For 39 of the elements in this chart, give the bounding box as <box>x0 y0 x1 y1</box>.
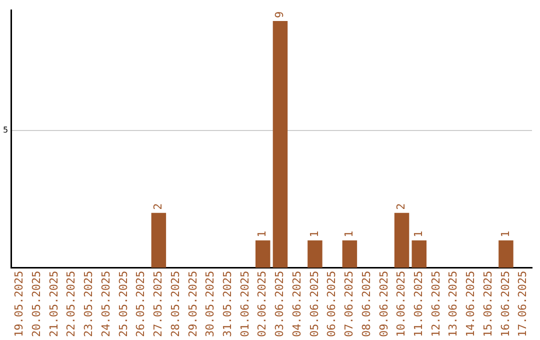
x-tick-label: 16.06.2025 <box>498 270 512 338</box>
x-tick-label: 30.05.2025 <box>204 270 217 338</box>
x-tick-label: 26.05.2025 <box>134 270 148 338</box>
x-tick-label: 14.06.2025 <box>464 270 478 338</box>
data-label: 1 <box>412 230 425 238</box>
x-tick-label: 29.05.2025 <box>186 270 200 338</box>
data-label: 1 <box>256 230 269 238</box>
data-label: 1 <box>308 230 321 238</box>
x-tick-label: 07.06.2025 <box>342 270 356 338</box>
data-label: 2 <box>152 203 165 210</box>
x-tick-label: 20.05.2025 <box>30 270 43 338</box>
x-tick-label: 13.06.2025 <box>446 270 460 338</box>
x-tick-label: 03.06.2025 <box>273 270 286 338</box>
x-tick-label: 12.06.2025 <box>429 270 442 338</box>
data-label: 2 <box>394 203 408 210</box>
x-tick-label: 21.05.2025 <box>47 270 60 338</box>
x-tick-label: 10.06.2025 <box>394 270 408 338</box>
x-tick-label: 06.06.2025 <box>325 270 338 338</box>
data-label: 9 <box>273 11 286 18</box>
x-tick-label: 17.06.2025 <box>516 270 530 338</box>
x-tick-label: 23.05.2025 <box>82 270 96 338</box>
data-label: 1 <box>342 230 356 238</box>
x-tick-label: 04.06.2025 <box>290 270 304 338</box>
x-tick-label: 05.06.2025 <box>308 270 321 338</box>
x-tick-label: 11.06.2025 <box>412 270 425 338</box>
x-tick-label: 19.05.2025 <box>12 270 26 338</box>
x-tick-label: 15.06.2025 <box>481 270 494 338</box>
x-tick-label: 24.05.2025 <box>99 270 112 338</box>
x-tick-label: 28.05.2025 <box>168 270 182 338</box>
x-tick-label: 08.06.2025 <box>360 270 373 338</box>
x-tick-label: 01.06.2025 <box>238 270 252 338</box>
x-tick-label: 27.05.2025 <box>152 270 165 338</box>
x-tick-label: 09.06.2025 <box>377 270 390 338</box>
x-tick-label: 31.05.2025 <box>220 270 234 338</box>
data-label: 1 <box>498 230 512 238</box>
y-tick-label: 5 <box>2 126 8 135</box>
x-tick-label: 25.05.2025 <box>116 270 130 338</box>
x-tick-label: 02.06.2025 <box>256 270 269 338</box>
x-tick-label: 22.05.2025 <box>64 270 78 338</box>
